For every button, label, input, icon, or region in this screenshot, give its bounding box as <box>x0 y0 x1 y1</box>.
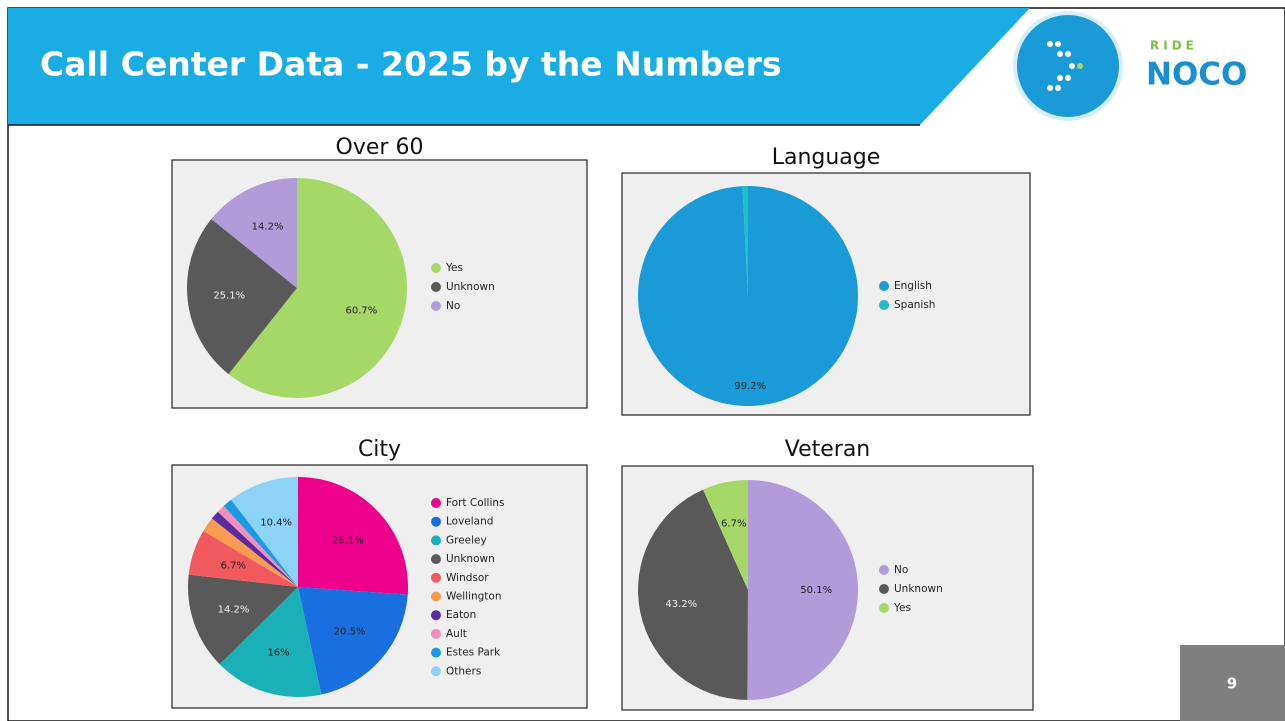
legend-label: Fort Collins <box>446 497 505 509</box>
legend-label: English <box>894 280 932 292</box>
slice-label: 26.1% <box>332 535 364 546</box>
pie-slice <box>223 499 298 587</box>
legend-label: Unknown <box>446 281 495 293</box>
chart-title: City <box>358 437 401 462</box>
legend-label: No <box>446 300 460 312</box>
legend-label: Unknown <box>894 583 943 595</box>
legend-swatch <box>431 516 441 527</box>
legend-swatch <box>431 263 441 273</box>
legend-label: Greeley <box>446 534 487 546</box>
slice-label: 60.7% <box>345 305 377 316</box>
pie-slice <box>298 587 408 695</box>
slice-label: 14.2% <box>218 604 250 615</box>
pie-slice <box>188 574 298 665</box>
pie-slice <box>203 518 298 587</box>
slice-label: 10.4% <box>260 517 292 528</box>
legend-swatch <box>431 535 441 546</box>
legend-label: Loveland <box>446 516 493 528</box>
legend-swatch <box>431 666 441 677</box>
legend-swatch <box>879 584 889 594</box>
legend-label: Ault <box>446 628 467 640</box>
legend-label: Others <box>446 665 481 677</box>
pie-slice <box>703 480 748 590</box>
page-number: 9 <box>1227 675 1237 693</box>
chart-title: Language <box>772 145 881 170</box>
legend-swatch <box>431 628 441 639</box>
header-band <box>8 8 1030 125</box>
slice-label: 14.2% <box>252 221 284 232</box>
legend-swatch <box>431 301 441 311</box>
legend-label: Unknown <box>446 553 495 565</box>
pie-slice <box>747 480 859 700</box>
legend-label: Yes <box>893 602 911 614</box>
pie-slice <box>211 178 297 288</box>
logo-circle <box>1013 11 1123 121</box>
chart-title: Over 60 <box>336 135 424 160</box>
slice-label: 50.1% <box>800 585 832 596</box>
slice-label: 99.2% <box>734 381 766 392</box>
logo-main: NOCO <box>1146 57 1247 93</box>
legend-label: Wellington <box>446 591 502 603</box>
legend-swatch <box>431 554 441 565</box>
slide-title: Call Center Data - 2025 by the Numbers <box>40 45 782 84</box>
legend-swatch <box>879 565 889 575</box>
slice-label: 6.7% <box>221 560 246 571</box>
slice-label: 25.1% <box>213 290 245 301</box>
pie-slice <box>217 505 298 587</box>
pie-slice <box>188 531 298 587</box>
slice-label: 6.7% <box>721 518 746 529</box>
legend-label: Yes <box>445 262 463 274</box>
legend-label: No <box>894 564 908 576</box>
pie-slice <box>219 587 322 697</box>
pie-slice <box>742 186 748 296</box>
pie-slice <box>211 511 298 587</box>
legend-label: Spanish <box>894 299 935 311</box>
pie-slice <box>638 489 748 700</box>
pie-slice <box>228 178 408 399</box>
legend-swatch <box>879 300 889 310</box>
legend-label: Windsor <box>446 572 489 584</box>
pie-slice <box>186 218 297 375</box>
pie-slice <box>231 477 298 587</box>
logo-top: RIDE <box>1150 39 1198 53</box>
pie-slice <box>298 477 408 595</box>
legend-label: Eaton <box>446 609 476 621</box>
logo-dots <box>1047 41 1083 91</box>
slice-label: 16% <box>267 647 289 658</box>
legend-swatch <box>431 282 441 292</box>
legend-label: Estes Park <box>446 647 501 659</box>
chart-title: Veteran <box>785 437 871 462</box>
slice-label: 43.2% <box>665 599 697 610</box>
legend-swatch <box>431 498 441 508</box>
legend-swatch <box>431 572 441 583</box>
legend-swatch <box>431 591 441 602</box>
legend-swatch <box>879 603 889 613</box>
legend-swatch <box>431 610 441 621</box>
slice-label: 20.5% <box>334 627 366 638</box>
page-number-box <box>1180 645 1285 721</box>
legend-swatch <box>431 647 441 658</box>
legend-swatch <box>879 281 889 291</box>
